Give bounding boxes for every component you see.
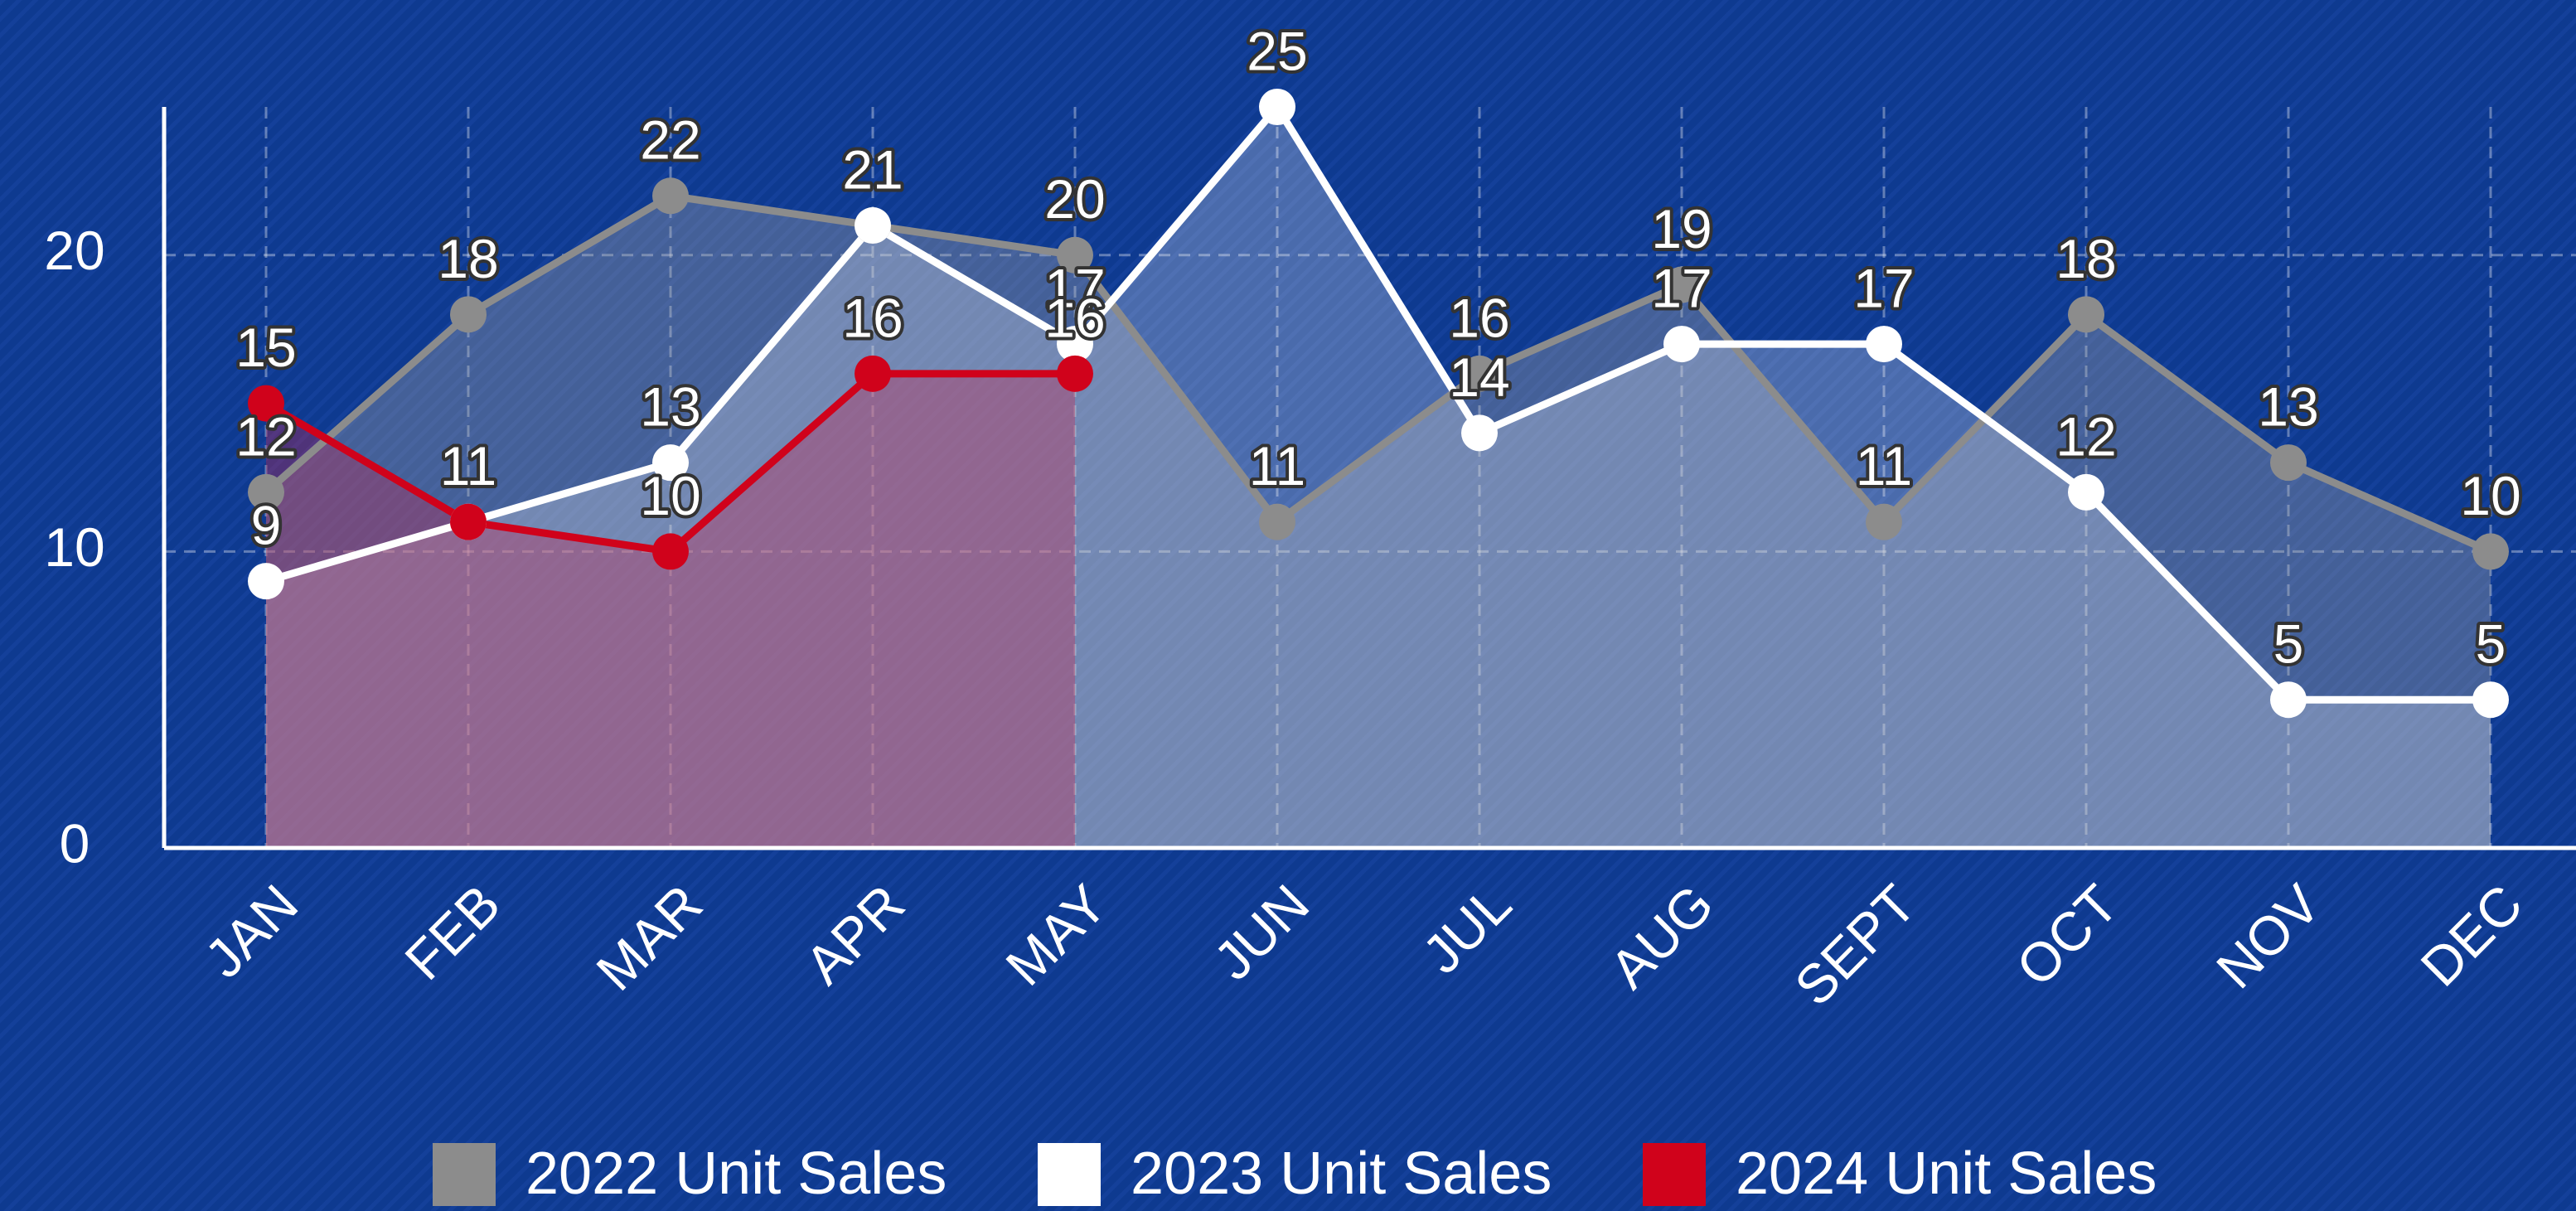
marker [855, 207, 891, 245]
data-label: 11 [1856, 435, 1913, 497]
marker [248, 385, 284, 422]
y-tick-label: 20 [44, 220, 104, 281]
data-label: 5 [2273, 613, 2304, 675]
area [266, 373, 1075, 849]
data-label: 17 [1651, 258, 1712, 319]
line [264, 103, 2491, 704]
data-label: 25 [1247, 20, 1307, 81]
marker [2270, 681, 2307, 719]
data-label: 11 [440, 435, 497, 497]
legend-label: 2024 Unit Sales [1736, 1141, 2157, 1207]
marker [1057, 326, 1093, 363]
legend-swatch [1643, 1143, 1706, 1206]
legend-swatch [433, 1143, 496, 1206]
data-label: 19 [1651, 198, 1712, 259]
data-label: 14 [1449, 346, 1509, 408]
data-label: 12 [235, 405, 296, 467]
area [266, 107, 2491, 848]
marker [1259, 503, 1295, 540]
line [264, 191, 2492, 555]
legend-swatch [1038, 1143, 1101, 1206]
marker [1663, 266, 1700, 303]
data-label: 17 [1044, 258, 1105, 319]
marker [855, 355, 891, 392]
data-label: 16 [1044, 287, 1105, 348]
marker [1259, 89, 1295, 125]
marker [1866, 326, 1902, 363]
data-label: 18 [2055, 228, 2116, 289]
areas [266, 107, 2491, 849]
data-label: 12 [2055, 405, 2116, 467]
marker [1057, 236, 1093, 274]
marker [2472, 533, 2509, 570]
data-label: 17 [1853, 258, 1914, 319]
marker [1866, 503, 1902, 540]
legend-label: 2022 Unit Sales [525, 1141, 947, 1207]
marker [248, 473, 284, 511]
lines [248, 89, 2509, 719]
marker [248, 563, 284, 600]
marker [450, 503, 487, 540]
marker [1057, 355, 1093, 392]
marker [1461, 414, 1498, 452]
data-label: 11 [1249, 435, 1306, 497]
data-label: 21 [842, 138, 903, 200]
data-label: 20 [1044, 168, 1105, 230]
marker [1461, 355, 1498, 392]
y-tick-label: 10 [44, 516, 104, 578]
area [266, 196, 2491, 848]
marker [652, 177, 689, 215]
data-label: 13 [2258, 376, 2318, 438]
y-tick-label: 0 [60, 812, 90, 874]
data-label: 11 [440, 435, 497, 497]
data-label: 9 [251, 495, 282, 556]
marker [2068, 473, 2104, 511]
marker [652, 533, 689, 570]
marker [652, 444, 689, 482]
marker [450, 296, 487, 333]
data-label: 16 [842, 287, 903, 348]
marker [2270, 444, 2307, 482]
marker [1663, 326, 1700, 363]
data-label: 16 [1449, 287, 1509, 348]
data-label: 21 [842, 138, 903, 200]
data-label: 13 [640, 376, 700, 438]
data-label: 15 [235, 317, 296, 378]
data-label: 18 [438, 228, 498, 289]
legend-label: 2023 Unit Sales [1131, 1141, 1552, 1207]
data-label: 22 [640, 109, 700, 171]
marker [2472, 681, 2509, 719]
data-label: 10 [2460, 465, 2520, 526]
data-label: 5 [2476, 613, 2506, 675]
marker [2068, 296, 2104, 333]
data-label: 10 [640, 465, 700, 526]
